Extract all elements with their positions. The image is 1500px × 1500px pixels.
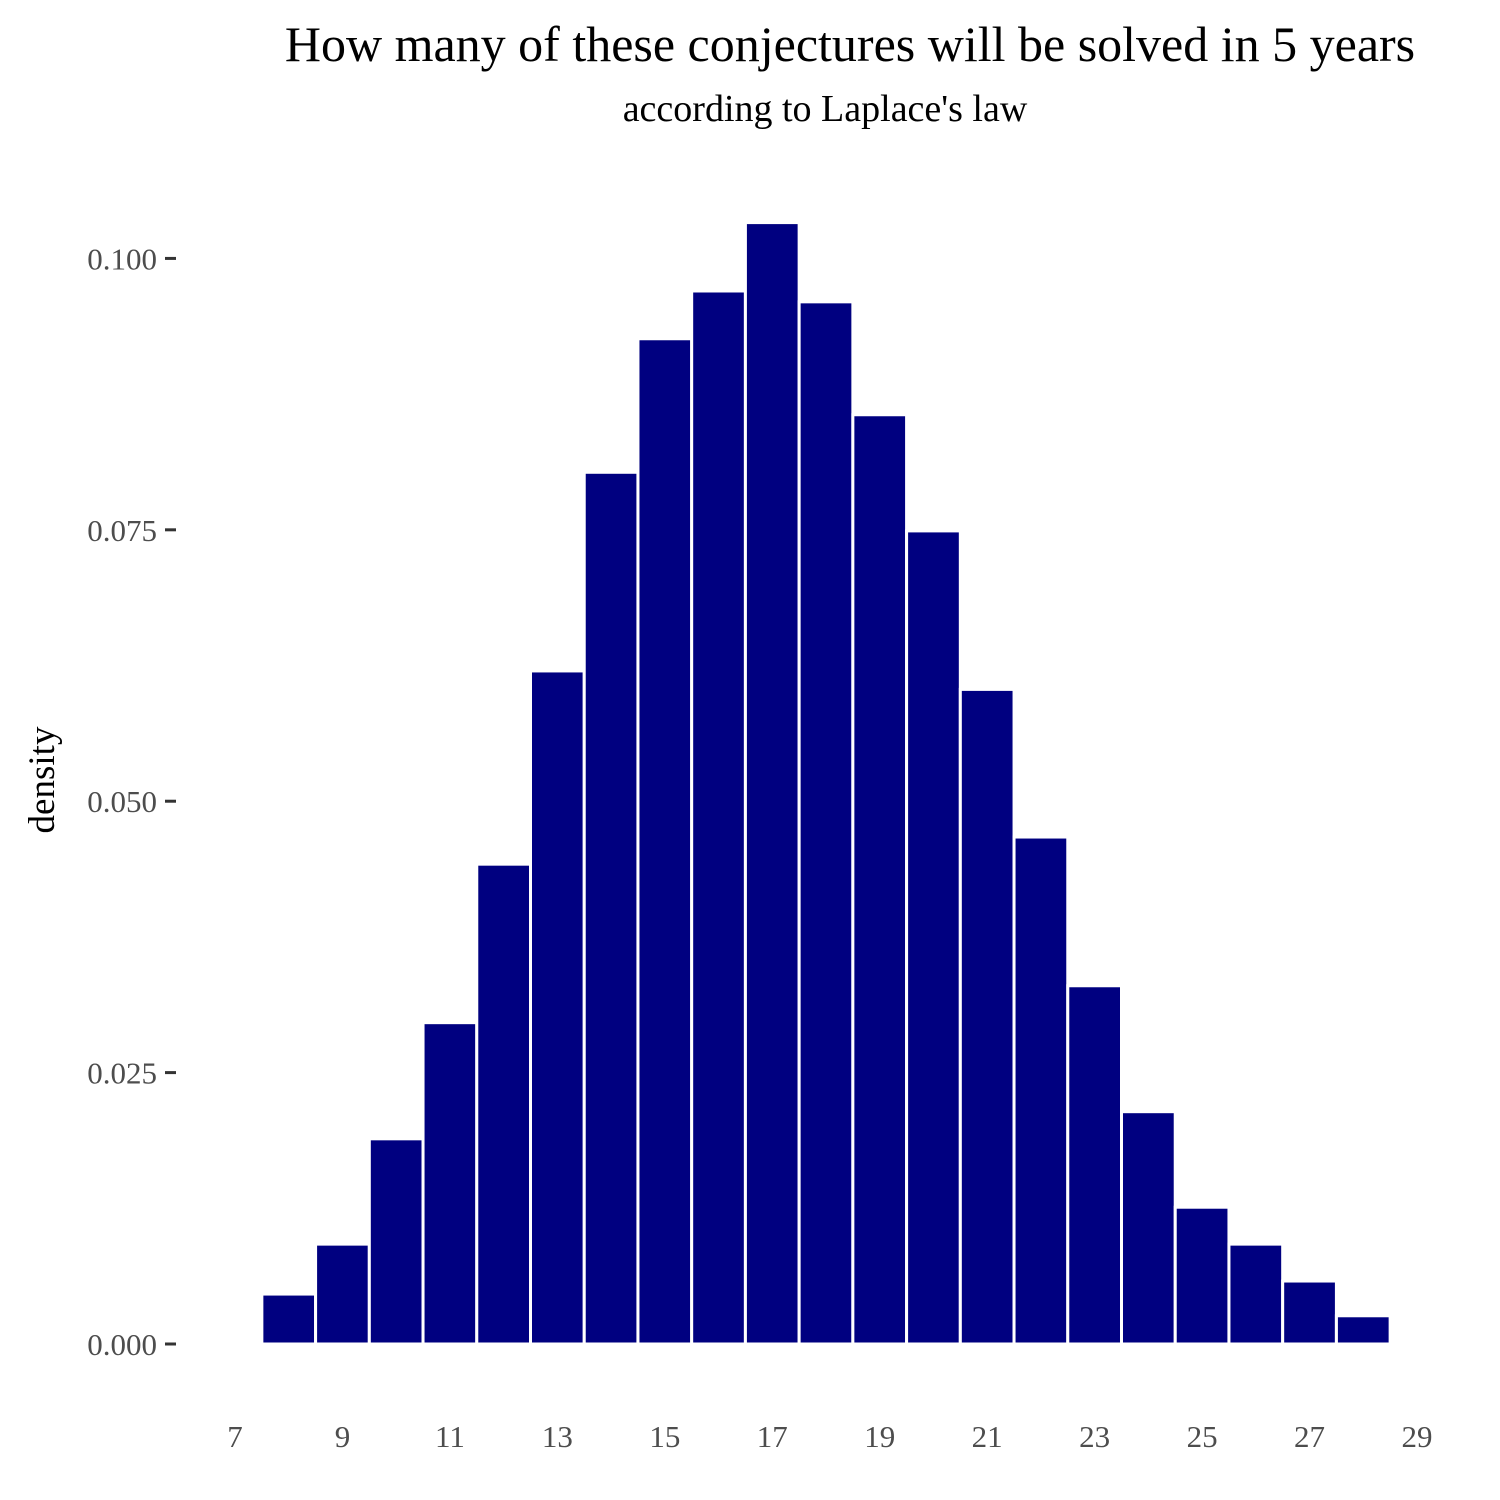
bar-8	[260, 1292, 318, 1346]
bar-15	[636, 337, 694, 1346]
x-tick-label: 29	[1402, 1419, 1433, 1454]
bar-19	[851, 413, 909, 1346]
bar-22	[1012, 835, 1070, 1346]
x-tick-label: 13	[542, 1419, 573, 1454]
bar-23	[1066, 984, 1123, 1346]
chart-title: How many of these conjectures will be so…	[284, 16, 1416, 72]
x-tick-label: 19	[864, 1419, 895, 1454]
x-tick-label: 21	[972, 1419, 1003, 1454]
bar-13	[529, 669, 586, 1346]
bar-24	[1120, 1110, 1177, 1346]
y-axis: 0.000 0.025 0.050 0.075 0.100	[87, 241, 176, 1362]
bar-21	[958, 687, 1016, 1346]
bar-12	[475, 862, 533, 1346]
x-tick-label: 25	[1187, 1419, 1218, 1454]
x-axis: 7 9 11 13 15 17 19 21 23 25 27 29	[227, 1419, 1432, 1454]
bar-10	[367, 1137, 425, 1346]
bar-27	[1281, 1279, 1338, 1346]
chart-subtitle: according to Laplace's law	[622, 88, 1028, 130]
bar-28	[1334, 1314, 1392, 1346]
x-tick-label: 27	[1294, 1419, 1325, 1454]
bar-16	[690, 289, 747, 1346]
bar-26	[1227, 1242, 1285, 1346]
bar-20	[905, 529, 962, 1346]
x-tick-label: 11	[435, 1419, 465, 1454]
bar-25	[1173, 1205, 1231, 1346]
y-tick-label: 0.025	[87, 1056, 157, 1091]
bar-18	[797, 300, 855, 1346]
y-tick-label: 0.075	[87, 513, 157, 548]
x-tick-label: 17	[757, 1419, 788, 1454]
y-tick-label: 0.000	[87, 1327, 157, 1362]
x-tick-label: 15	[649, 1419, 680, 1454]
x-tick-label: 9	[335, 1419, 351, 1454]
y-tick-label: 0.050	[87, 784, 157, 819]
bar-11	[421, 1021, 479, 1346]
x-tick-label: 7	[227, 1419, 243, 1454]
y-axis-title: density	[22, 726, 63, 833]
bars-group	[260, 221, 1392, 1346]
bar-17	[743, 221, 801, 1346]
y-tick-label: 0.100	[87, 241, 157, 276]
bar-14	[582, 470, 640, 1346]
x-tick-label: 23	[1079, 1419, 1110, 1454]
bar-9	[314, 1242, 371, 1346]
